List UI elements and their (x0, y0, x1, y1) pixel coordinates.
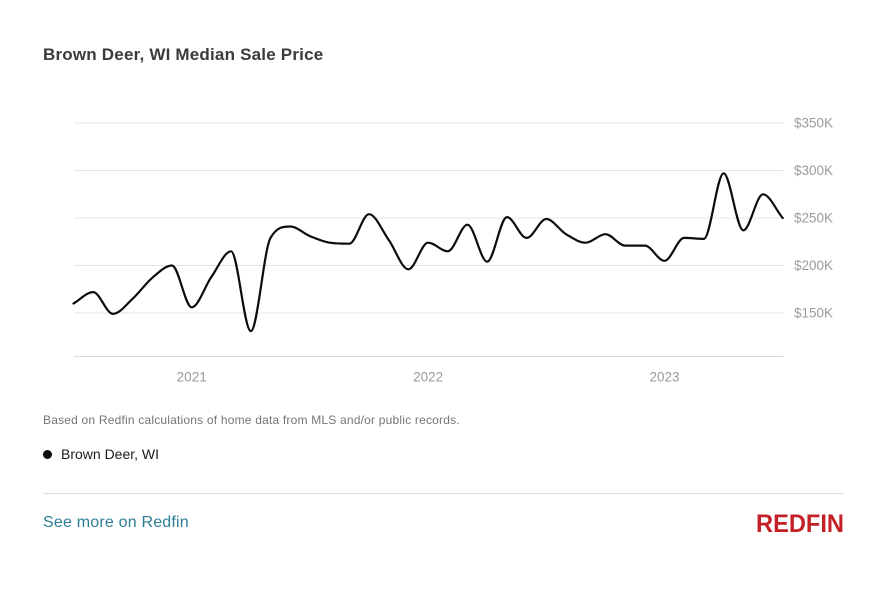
y-tick-label: $200K (794, 258, 833, 273)
svg-text:REDFIN: REDFIN (756, 510, 844, 538)
legend-dot-icon (43, 449, 52, 459)
divider (43, 493, 844, 494)
y-tick-label: $150K (794, 306, 833, 321)
y-tick-label: $250K (794, 211, 833, 226)
series-line (72, 172, 784, 333)
gridlines (74, 122, 784, 357)
see-more-link[interactable]: See more on Redfin (43, 514, 189, 531)
redfin-logo[interactable]: REDFIN (756, 510, 848, 538)
x-tick-label: 2023 (649, 370, 679, 385)
legend-label: Brown Deer, WI (61, 446, 160, 462)
disclaimer-text: Based on Redfin calculations of home dat… (43, 413, 460, 427)
y-tick-label: $300K (794, 163, 833, 178)
y-tick-label: $350K (794, 116, 833, 131)
y-axis-labels: $150K $200K $250K $300K $350K (794, 116, 833, 321)
x-axis-labels: 2021 2022 2023 (177, 370, 680, 385)
x-tick-label: 2022 (413, 370, 443, 385)
median-sale-price-chart: $150K $200K $250K $300K $350K 2021 2022 2023 (72, 116, 833, 385)
x-tick-label: 2021 (177, 370, 207, 385)
page-title: Brown Deer, WI Median Sale Price (43, 45, 324, 64)
legend: Brown Deer, WI (43, 446, 159, 462)
